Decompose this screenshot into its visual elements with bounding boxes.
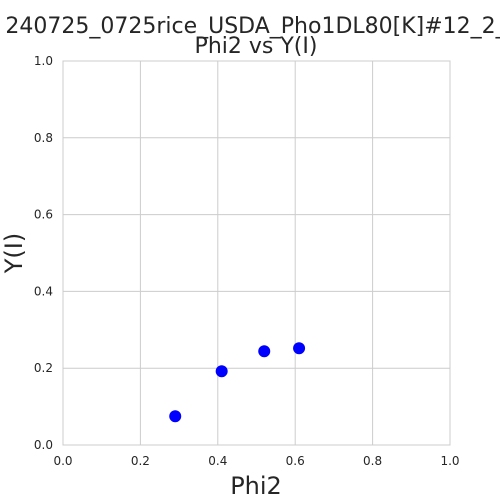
x-tick-label: 0.6: [286, 454, 305, 468]
x-tick-label: 0.2: [131, 454, 150, 468]
x-tick-label: 1.0: [440, 454, 459, 468]
y-tick-label: 0.0: [34, 438, 53, 452]
chart-subtitle: Phi2 vs Y(I): [195, 34, 318, 59]
plot-area: 0.0 0.2 0.4 0.6 0.8 1.0 0.0 0.2 0.4 0.6 0.8 1.0: [34, 54, 460, 468]
x-tick-label: 0.8: [363, 454, 382, 468]
grid-lines: [62, 60, 451, 446]
y-axis-label: Y(I): [0, 233, 28, 274]
data-point-2: [215, 365, 228, 378]
y-tick-label: 1.0: [34, 54, 53, 68]
y-tick-label: 0.4: [34, 284, 53, 298]
x-axis-label: Phi2: [230, 472, 282, 500]
plot-frame: [62, 60, 451, 446]
y-tick-label: 0.6: [34, 208, 53, 222]
data-point-4: [293, 342, 306, 355]
data-points: [169, 342, 306, 423]
y-tick-label: 0.2: [34, 361, 53, 375]
x-axis-ticks: 0.0 0.2 0.4 0.6 0.8 1.0: [53, 454, 459, 468]
y-tick-label: 0.8: [34, 131, 53, 145]
x-tick-label: 0.4: [208, 454, 227, 468]
x-tick-label: 0.0: [53, 454, 72, 468]
data-point-3: [258, 345, 271, 358]
y-axis-ticks: 0.0 0.2 0.4 0.6 0.8 1.0: [34, 54, 53, 452]
chart-title: 240725_0725rice_USDA_Pho1DL80[K]#12_2_: [5, 14, 500, 39]
data-point-1: [169, 410, 182, 423]
